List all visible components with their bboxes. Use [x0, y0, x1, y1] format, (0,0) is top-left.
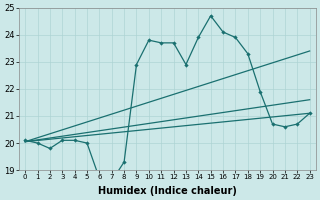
X-axis label: Humidex (Indice chaleur): Humidex (Indice chaleur): [98, 186, 237, 196]
